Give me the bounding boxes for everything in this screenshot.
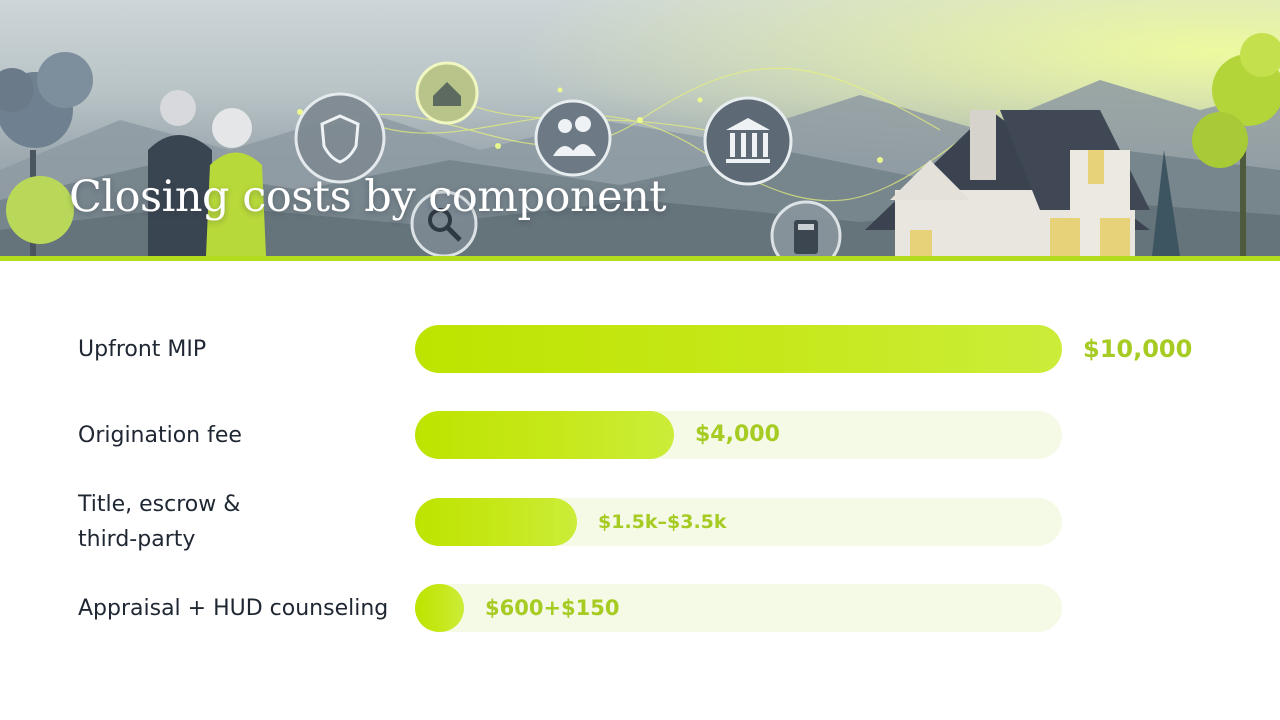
bar-upfront-mip (415, 325, 1062, 373)
home-icon (415, 61, 479, 125)
category-label-appraisal-hud: Appraisal + HUD counseling (78, 595, 389, 621)
value-label-upfront-mip: $10,000 (1083, 335, 1193, 363)
header-banner: Closing costs by component (0, 0, 1280, 256)
value-label-title-escrow: $1.5k–$3.5k (598, 511, 727, 533)
accent-divider (0, 256, 1280, 261)
bank-icon (703, 96, 793, 186)
page-title: Closing costs by component (69, 172, 667, 222)
tree-illustration (0, 52, 93, 256)
value-label-appraisal-hud: $600+$150 (485, 596, 620, 620)
icon-layer (294, 61, 883, 256)
couple-illustration (148, 90, 266, 256)
calculator-icon (770, 200, 842, 256)
bar-appraisal-hud (415, 584, 464, 632)
category-label-upfront-mip: Upfront MIP (78, 336, 207, 362)
value-label-origination-fee: $4,000 (695, 422, 780, 447)
bar-track-appraisal-hud (415, 584, 1062, 632)
bar-title-escrow (415, 498, 577, 546)
banner-illustration (0, 0, 1280, 256)
bar-origination-fee (415, 411, 674, 459)
category-label-title-escrow: Title, escrow & third-party (78, 492, 241, 552)
house-illustration (865, 110, 1180, 256)
search-icon (410, 190, 478, 256)
closing-costs-bar-chart: Upfront MIP Origination fee Title, escro… (0, 261, 1280, 720)
family-icon (534, 99, 612, 177)
shield-icon (294, 92, 386, 184)
category-label-origination-fee: Origination fee (78, 422, 242, 448)
